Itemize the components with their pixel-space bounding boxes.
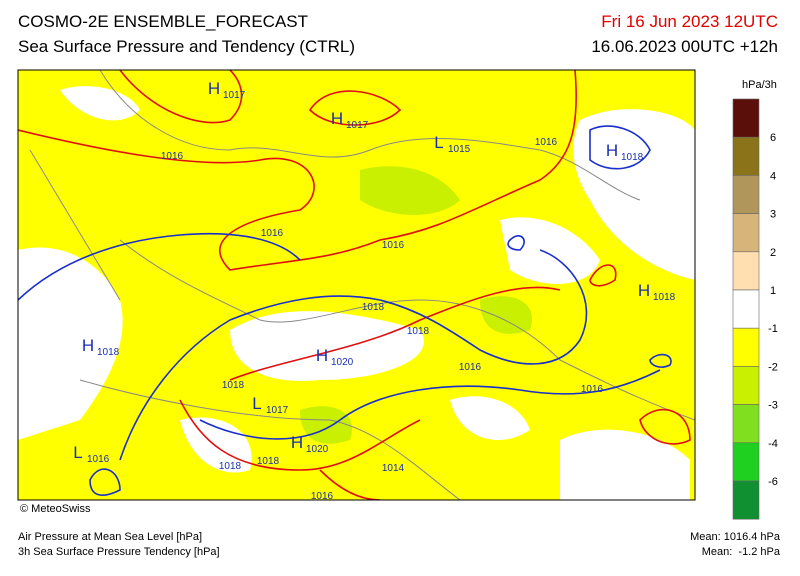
isobar-label: 1018 (222, 380, 245, 391)
legend-swatch (732, 175, 760, 214)
isobar-label: 1018 (362, 302, 385, 313)
tendency-white (18, 86, 695, 500)
isobar-label: 1018 (407, 326, 430, 337)
isobar-label: 1016 (382, 240, 405, 251)
legend-label: 2 (770, 247, 776, 259)
legend-label: 6 (770, 132, 776, 144)
run-time: 16.06.2023 00UTC +12h (591, 37, 778, 56)
isobar-label: 1016 (161, 151, 184, 162)
valid-time: Fri 16 Jun 2023 12UTC (601, 12, 778, 31)
pressure-value: 1018 (653, 292, 676, 303)
pressure-letter: H (291, 433, 303, 452)
legend-label: 3 (770, 209, 776, 221)
legend-label: -3 (768, 400, 778, 412)
map-frame (17, 69, 696, 501)
pressure-value: 1017 (223, 90, 246, 101)
legend-swatch (732, 136, 760, 176)
legend-label: -1 (768, 323, 778, 335)
pressure-letter: L (73, 443, 82, 462)
legend-swatch (732, 213, 760, 253)
mean-tendency: Mean: -1.2 hPa (702, 546, 781, 558)
isobar-label: 1016 (459, 362, 482, 373)
copyright: © MeteoSwiss (20, 503, 91, 515)
isobar-label: 1016 (261, 228, 284, 239)
isobar-label: 1014 (382, 463, 405, 474)
legend-swatch (732, 404, 760, 444)
pressure-value: 1017 (266, 405, 289, 416)
pressure-letter: H (208, 79, 220, 98)
pressure-value: 1018 (621, 152, 644, 163)
isobar-label: 1016 (581, 384, 604, 395)
pressure-letter: H (638, 281, 650, 300)
pressure-value: 1015 (448, 144, 471, 155)
legend-label: 4 (770, 170, 776, 182)
isobars-red (18, 70, 691, 500)
footer-line: 3h Sea Surface Pressure Tendency [hPa] (18, 546, 220, 558)
legend-swatch (732, 327, 760, 367)
legend-swatch (732, 98, 760, 138)
legend-swatch (732, 480, 760, 520)
pressure-value: 1020 (306, 444, 329, 455)
legend-swatch (732, 442, 760, 482)
pressure-value: 1018 (97, 347, 120, 358)
legend-label: 1 (770, 285, 776, 297)
isobar-label: 1016 (311, 491, 334, 502)
legend-label: -4 (768, 438, 778, 450)
legend-swatch (732, 366, 760, 405)
pressure-letter: H (606, 141, 618, 160)
isobar-label: 1018 (219, 461, 242, 472)
pressure-letter: L (434, 133, 443, 152)
map: 1016 1016 1016 1016 1018 1018 1018 1016 1016 1018… (17, 69, 696, 502)
pressure-value: 1017 (346, 120, 369, 131)
legend-swatch (732, 289, 760, 329)
mean-pressure: Mean: 1016.4 hPa (690, 531, 781, 543)
footer-line: Air Pressure at Mean Sea Level [hPa] (18, 531, 202, 543)
pressure-letter: H (316, 346, 328, 365)
legend: 6 4 3 2 1 -1 -2 -3 -4 -6 (732, 98, 778, 520)
isobar-label: 1018 (257, 456, 280, 467)
pressure-letter: H (331, 109, 343, 128)
subtitle: Sea Surface Pressure and Tendency (CTRL) (18, 37, 355, 56)
legend-swatch (732, 251, 760, 291)
isobars-blue (18, 125, 672, 496)
title: COSMO-2E ENSEMBLE_FORECAST (18, 12, 308, 31)
isobar-label: 1016 (535, 137, 558, 148)
legend-label: -2 (768, 361, 778, 373)
borders (29, 70, 695, 500)
pressure-letter: H (82, 336, 94, 355)
pressure-value: 1020 (331, 357, 354, 368)
pressure-letter: L (252, 394, 261, 413)
legend-unit: hPa/3h (742, 79, 777, 91)
pressure-value: 1016 (87, 454, 110, 465)
legend-label: -6 (768, 476, 778, 488)
